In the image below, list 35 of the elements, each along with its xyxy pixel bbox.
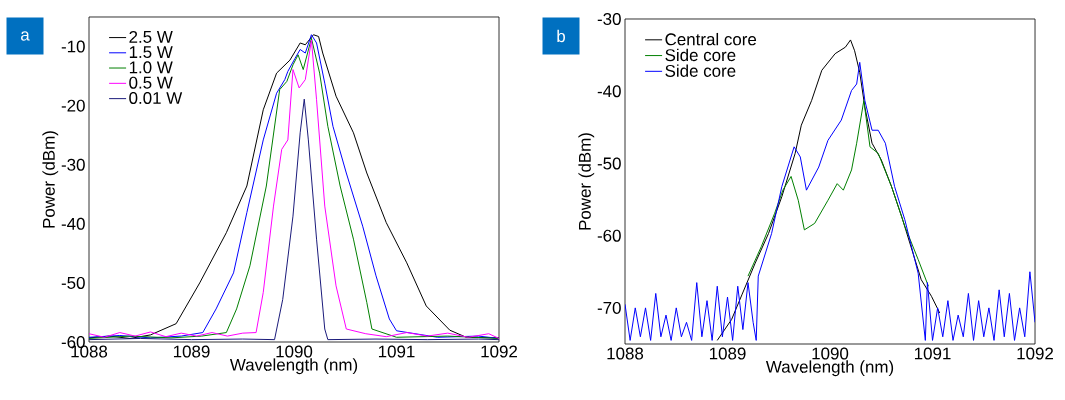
legend-label: 1.5 W bbox=[129, 46, 173, 59]
y-tick-label: -60 bbox=[597, 229, 621, 242]
legend-label: Side core bbox=[665, 64, 736, 77]
line-series bbox=[747, 100, 929, 287]
y-axis-title: Power (dBm) bbox=[578, 133, 595, 230]
x-tick-label: 1092 bbox=[1017, 347, 1053, 360]
y-tick-label: -40 bbox=[61, 217, 85, 230]
x-tick-label: 1089 bbox=[709, 347, 746, 360]
legend-label: 0.01 W bbox=[129, 91, 183, 104]
y-tick-label: -30 bbox=[61, 158, 85, 171]
x-tick-label: 1090 bbox=[812, 347, 849, 360]
legend-label: 0.5 W bbox=[129, 76, 173, 89]
legend-label: 2.5 W bbox=[129, 30, 173, 43]
y-tick-label: -30 bbox=[597, 13, 621, 25]
x-tick-label: 1089 bbox=[173, 345, 210, 358]
legend-label: 1.0 W bbox=[129, 61, 173, 74]
x-tick-label: 1091 bbox=[378, 345, 415, 358]
text: b bbox=[557, 29, 565, 43]
y-tick-label: -20 bbox=[61, 99, 85, 112]
line-series bbox=[625, 61, 1036, 341]
x-axis-title: Wavelength (nm) bbox=[229, 358, 358, 375]
x-tick-label: 1091 bbox=[914, 347, 951, 360]
x-tick-label: 1088 bbox=[607, 347, 644, 360]
y-tick-label: -50 bbox=[61, 276, 85, 289]
x-axis-title: Wavelength (nm) bbox=[765, 360, 894, 377]
y-tick-label: -50 bbox=[597, 157, 621, 170]
x-tick-label: 1090 bbox=[276, 345, 313, 358]
y-tick-label: -70 bbox=[597, 301, 621, 314]
y-tick-label: -40 bbox=[597, 85, 621, 98]
legend-label: Side core bbox=[665, 48, 736, 62]
legend-label: Central core bbox=[665, 32, 757, 46]
y-tick-label: -10 bbox=[61, 40, 85, 53]
y-axis-title: Power (dBm) bbox=[42, 131, 59, 228]
text: a bbox=[21, 31, 30, 41]
x-tick-label: 1092 bbox=[481, 345, 517, 358]
